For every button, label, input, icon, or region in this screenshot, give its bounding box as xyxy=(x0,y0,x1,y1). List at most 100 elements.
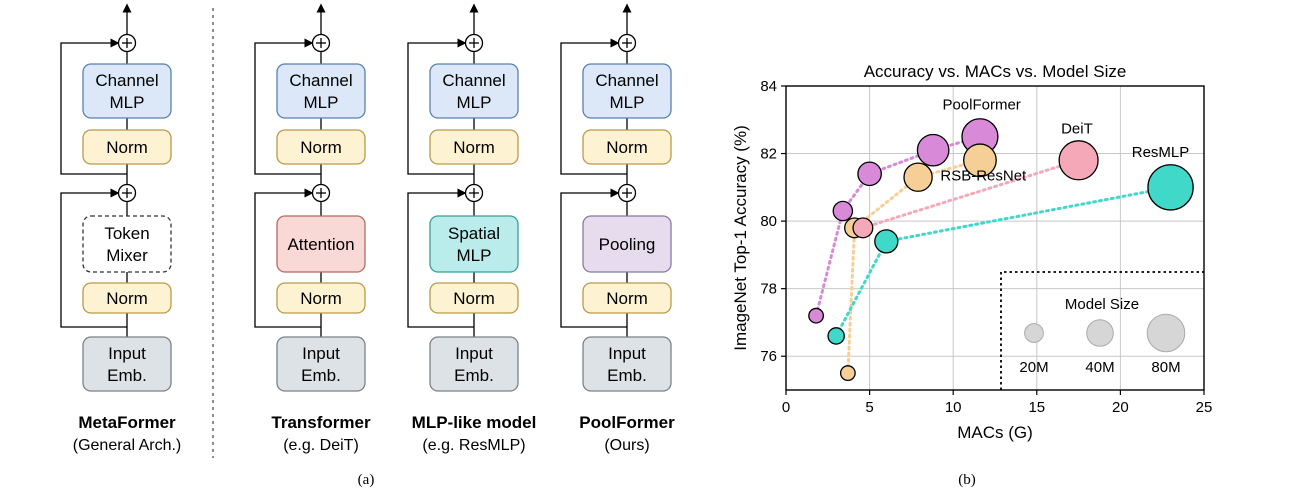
residual-connection xyxy=(407,38,474,175)
token-mixer-block xyxy=(429,215,519,273)
input-embedding-block-label: Emb. xyxy=(301,366,341,385)
axis-ticks: 0 5 10 15 20 25 76 78 80 82 84 xyxy=(760,78,1212,416)
channel-mlp-block xyxy=(429,63,519,119)
legend-size-label: 80M xyxy=(1151,359,1180,376)
input-embedding-block-label: Emb. xyxy=(107,366,147,385)
residual-connection xyxy=(254,188,321,328)
legend-size-marker xyxy=(1146,313,1186,353)
point-rsb-resnet xyxy=(839,365,856,382)
series-labels: PoolFormer RSB-ResNet DeiT ResMLP xyxy=(940,97,1189,185)
series-label-poolformer: PoolFormer xyxy=(942,97,1020,114)
residual-connection xyxy=(407,188,474,328)
point-resmlp xyxy=(874,229,899,254)
residual-connection xyxy=(254,38,321,175)
input-embedding-block xyxy=(429,336,519,392)
channel-mlp-block-label: MLP xyxy=(304,93,339,112)
x-tick-label: 15 xyxy=(1028,399,1045,416)
size-legend: Model Size 20M 40M 80M xyxy=(1000,271,1204,390)
column-subtitle: (Ours) xyxy=(604,437,649,454)
norm-block xyxy=(276,129,366,165)
input-embedding-block-label: Input xyxy=(608,344,646,363)
norm-block-label: Norm xyxy=(606,289,648,308)
token-mixer-block-label: Pooling xyxy=(599,235,656,254)
column-mlp: Channel MLP Norm Spatial MLP Norm Input Emb. MLP… xyxy=(407,3,537,454)
series-label-resmlp: ResMLP xyxy=(1132,144,1190,161)
residual-connection xyxy=(560,38,627,175)
norm-block xyxy=(582,282,672,314)
column-title: MetaFormer xyxy=(78,413,176,432)
point-poolformer xyxy=(808,307,825,324)
x-axis-label: MACs (G) xyxy=(957,423,1033,442)
legend-size-marker xyxy=(1024,323,1044,343)
norm-block-label: Norm xyxy=(300,289,342,308)
column-subtitle: (e.g. ResMLP) xyxy=(422,437,525,454)
legend-title: Model Size xyxy=(1065,296,1139,313)
channel-mlp-block-label: Channel xyxy=(442,71,505,90)
caption-a: (a) xyxy=(358,472,375,488)
column-subtitle: (e.g. DeiT) xyxy=(283,437,359,454)
y-tick-label: 76 xyxy=(760,348,777,365)
norm-block xyxy=(429,129,519,165)
residual-connection xyxy=(60,188,127,328)
norm-block xyxy=(82,129,172,165)
trend-line-poolformer xyxy=(814,135,982,318)
series-label-rsb-resnet: RSB-ResNet xyxy=(940,168,1027,185)
trend-line-deit xyxy=(861,158,1081,230)
column-title: PoolFormer xyxy=(579,413,675,432)
token-mixer-block-label: Attention xyxy=(287,235,354,254)
norm-block xyxy=(276,282,366,314)
residual-connection xyxy=(60,38,127,175)
column-poolformer: Channel MLP Norm Pooling Norm Input Emb. PoolFo… xyxy=(560,3,675,454)
legend-size-label: 40M xyxy=(1085,359,1114,376)
channel-mlp-block-label: MLP xyxy=(610,93,645,112)
trend-line-rsb-resnet xyxy=(846,158,982,375)
y-tick-label: 78 xyxy=(760,281,777,298)
x-tick-label: 10 xyxy=(945,399,962,416)
norm-block-label: Norm xyxy=(606,138,648,157)
token-mixer-block xyxy=(582,215,672,273)
data-points xyxy=(808,118,1194,382)
y-tick-label: 84 xyxy=(760,78,777,95)
norm-block xyxy=(429,282,519,314)
input-embedding-block-label: Emb. xyxy=(607,366,647,385)
legend-size-marker xyxy=(1086,319,1114,347)
norm-block-label: Norm xyxy=(300,138,342,157)
column-title: MLP-like model xyxy=(412,413,537,432)
norm-block-label: Norm xyxy=(453,289,495,308)
point-rsb-resnet xyxy=(963,143,997,178)
norm-block-label: Norm xyxy=(106,138,148,157)
point-poolformer xyxy=(857,161,882,187)
architecture-panel: Channel MLP Norm Token Mixer Norm Input Emb. Met… xyxy=(60,3,675,454)
norm-block xyxy=(582,129,672,165)
channel-mlp-block xyxy=(276,63,366,119)
channel-mlp-block xyxy=(82,63,172,119)
channel-mlp-block xyxy=(582,63,672,119)
y-tick-label: 82 xyxy=(760,146,777,163)
x-tick-label: 0 xyxy=(782,399,790,416)
point-resmlp xyxy=(1147,164,1194,211)
x-tick-label: 20 xyxy=(1112,399,1129,416)
input-embedding-block xyxy=(582,336,672,392)
channel-mlp-block-label: Channel xyxy=(95,71,158,90)
input-embedding-block-label: Emb. xyxy=(454,366,494,385)
y-axis-label: ImageNet Top-1 Accuracy (%) xyxy=(731,125,750,351)
point-deit xyxy=(852,217,874,239)
token-mixer-block-label: MLP xyxy=(457,246,492,265)
input-embedding-block xyxy=(276,336,366,392)
series-label-deit: DeiT xyxy=(1061,120,1093,137)
input-embedding-block xyxy=(82,336,172,392)
point-poolformer xyxy=(916,133,950,167)
point-rsb-resnet xyxy=(903,162,933,192)
norm-block-label: Norm xyxy=(453,138,495,157)
input-embedding-block-label: Input xyxy=(108,344,146,363)
channel-mlp-block-label: MLP xyxy=(110,93,145,112)
caption-b: (b) xyxy=(958,472,976,488)
column-metaformer: Channel MLP Norm Token Mixer Norm Input Emb. Met… xyxy=(60,3,181,454)
y-tick-label: 80 xyxy=(760,213,777,230)
residual-connection xyxy=(560,188,627,328)
channel-mlp-block-label: MLP xyxy=(457,93,492,112)
legend-border xyxy=(1000,271,1204,390)
norm-block xyxy=(82,282,172,314)
token-mixer-block-label: Spatial xyxy=(448,224,500,243)
